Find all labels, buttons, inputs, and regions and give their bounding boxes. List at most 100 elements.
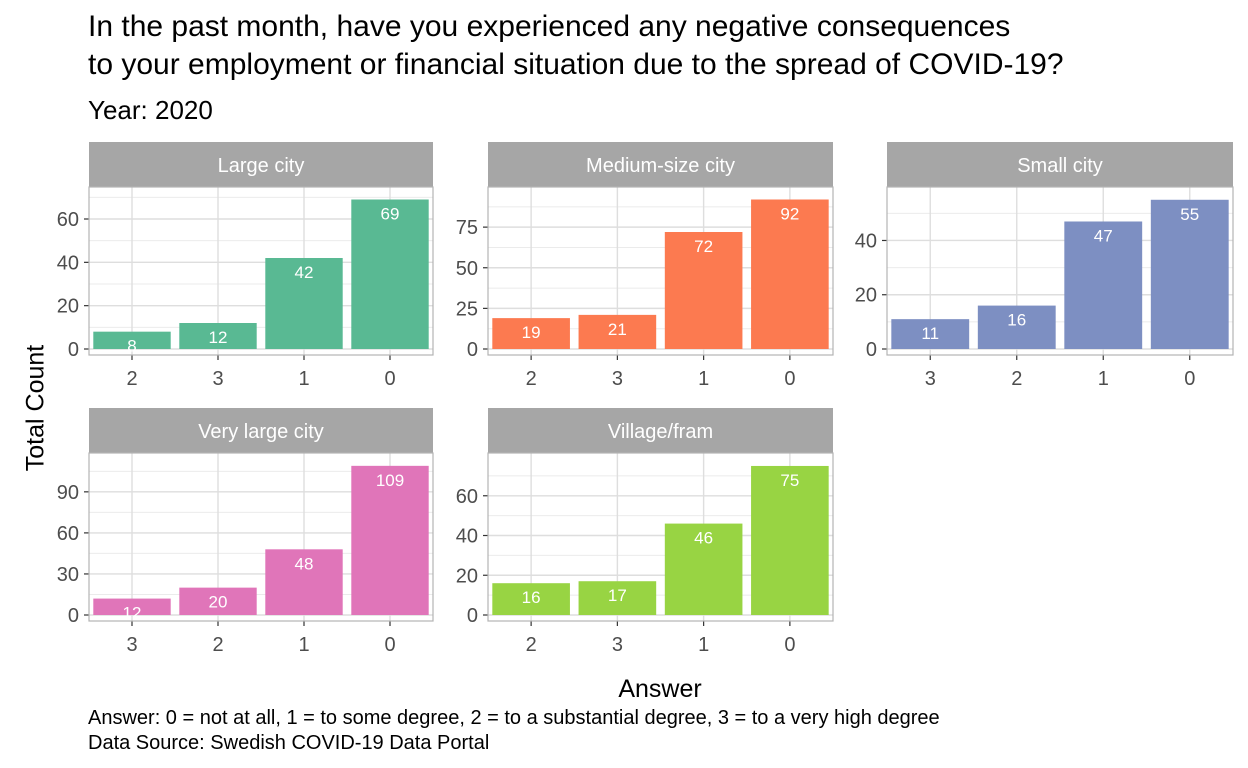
y-tick-label: 0	[866, 339, 877, 361]
bar	[492, 318, 570, 349]
bar-value-label: 55	[1180, 205, 1199, 224]
chart-title: In the past month, have you experienced …	[88, 8, 1064, 84]
facet-strip-label: Village/fram	[608, 421, 713, 443]
panel-2: Small city 0 20 40 11 3 16 2 47 1 55 0	[855, 142, 1234, 390]
bar	[751, 465, 829, 615]
panel-3: Very large city 0 30 60 90 12 3 20 2 48 1 109 0	[57, 408, 434, 656]
bar-value-label: 8	[127, 337, 136, 356]
panel-0: Large city 0 20 40 60 8 2 12 3 42 1 69 0	[57, 142, 434, 390]
bar	[93, 331, 171, 349]
panel-border	[886, 186, 1234, 356]
bar-value-label: 12	[123, 604, 142, 623]
facet-strip-label: Very large city	[198, 421, 324, 443]
chart-caption: Answer: 0 = not at all, 1 = to some degr…	[88, 706, 940, 756]
x-tick-label: 0	[784, 368, 795, 390]
x-tick-label: 0	[784, 634, 795, 656]
x-tick-label: 0	[384, 634, 395, 656]
x-tick-label: 1	[698, 634, 709, 656]
bar	[93, 598, 171, 615]
y-tick-label: 30	[57, 564, 79, 586]
facet-strip	[887, 142, 1233, 187]
y-tick-label: 50	[456, 258, 478, 280]
facet-strip	[488, 408, 833, 453]
bar	[1150, 199, 1229, 349]
bar	[492, 583, 570, 615]
bar-value-label: 21	[608, 320, 627, 339]
y-tick-label: 0	[467, 605, 478, 627]
title-line-2: to your employment or financial situatio…	[88, 48, 1064, 81]
bar	[977, 305, 1056, 349]
facet-strip-label: Small city	[1017, 155, 1103, 177]
bar	[578, 581, 657, 615]
bar-value-label: 42	[295, 263, 314, 282]
bar	[265, 258, 343, 349]
x-tick-label: 3	[212, 368, 223, 390]
bar	[351, 199, 429, 349]
x-tick-label: 2	[526, 634, 537, 656]
bar-value-label: 75	[780, 471, 799, 490]
x-tick-label: 0	[1184, 368, 1195, 390]
facet-strip	[488, 142, 833, 187]
panel-border	[88, 186, 434, 356]
bar-value-label: 47	[1094, 226, 1113, 245]
bar-value-label: 20	[209, 593, 228, 612]
y-tick-label: 20	[456, 565, 478, 587]
bar	[179, 323, 257, 349]
bar	[351, 465, 429, 615]
bar	[664, 232, 743, 349]
bar-value-label: 72	[694, 237, 713, 256]
y-tick-label: 20	[57, 296, 79, 318]
panel-border	[88, 452, 434, 622]
bar	[664, 523, 743, 615]
bar-value-label: 12	[209, 328, 228, 347]
x-tick-label: 3	[612, 634, 623, 656]
title-line-1: In the past month, have you experienced …	[88, 10, 1011, 43]
facet-strip	[89, 142, 433, 187]
y-tick-label: 40	[855, 230, 877, 252]
y-tick-label: 90	[57, 482, 79, 504]
x-tick-label: 1	[698, 368, 709, 390]
x-tick-label: 0	[384, 368, 395, 390]
caption-answer-key: Answer: 0 = not at all, 1 = to some degr…	[88, 707, 940, 729]
facet-strip	[89, 408, 433, 453]
y-tick-label: 60	[57, 209, 79, 231]
x-tick-label: 2	[126, 368, 137, 390]
bar-value-label: 46	[694, 529, 713, 548]
bar-value-label: 16	[1007, 311, 1026, 330]
bar	[751, 199, 829, 349]
y-tick-label: 40	[57, 252, 79, 274]
caption-data-source: Data Source: Swedish COVID-19 Data Porta…	[88, 732, 490, 754]
y-tick-label: 60	[57, 523, 79, 545]
y-tick-label: 20	[855, 285, 877, 307]
y-axis-label: Total Count	[21, 344, 50, 472]
y-tick-label: 0	[68, 339, 79, 361]
y-tick-label: 25	[456, 298, 478, 320]
bar	[179, 587, 257, 615]
y-tick-label: 60	[456, 486, 478, 508]
panel-4: Village/fram 0 20 40 60 16 2 17 3 46 1 75 0	[456, 408, 834, 656]
facet-strip-label: Large city	[218, 155, 305, 177]
panel-border	[487, 452, 834, 622]
facet-strip-label: Medium-size city	[586, 155, 735, 177]
x-tick-label: 1	[298, 634, 309, 656]
y-tick-label: 75	[456, 217, 478, 239]
x-tick-label: 3	[126, 634, 137, 656]
bar-value-label: 16	[522, 588, 541, 607]
bar-value-label: 17	[608, 586, 627, 605]
bar-value-label: 109	[376, 471, 404, 490]
y-tick-label: 0	[68, 605, 79, 627]
x-tick-label: 2	[212, 634, 223, 656]
bar-value-label: 19	[522, 323, 541, 342]
x-tick-label: 3	[612, 368, 623, 390]
chart-subtitle: Year: 2020	[88, 95, 213, 125]
x-tick-label: 3	[925, 368, 936, 390]
x-tick-label: 2	[526, 368, 537, 390]
bar	[1064, 221, 1143, 349]
bar-value-label: 92	[780, 205, 799, 224]
panel-border	[487, 186, 834, 356]
bar	[891, 319, 970, 349]
bar-value-label: 11	[921, 324, 939, 343]
bar	[578, 314, 657, 349]
